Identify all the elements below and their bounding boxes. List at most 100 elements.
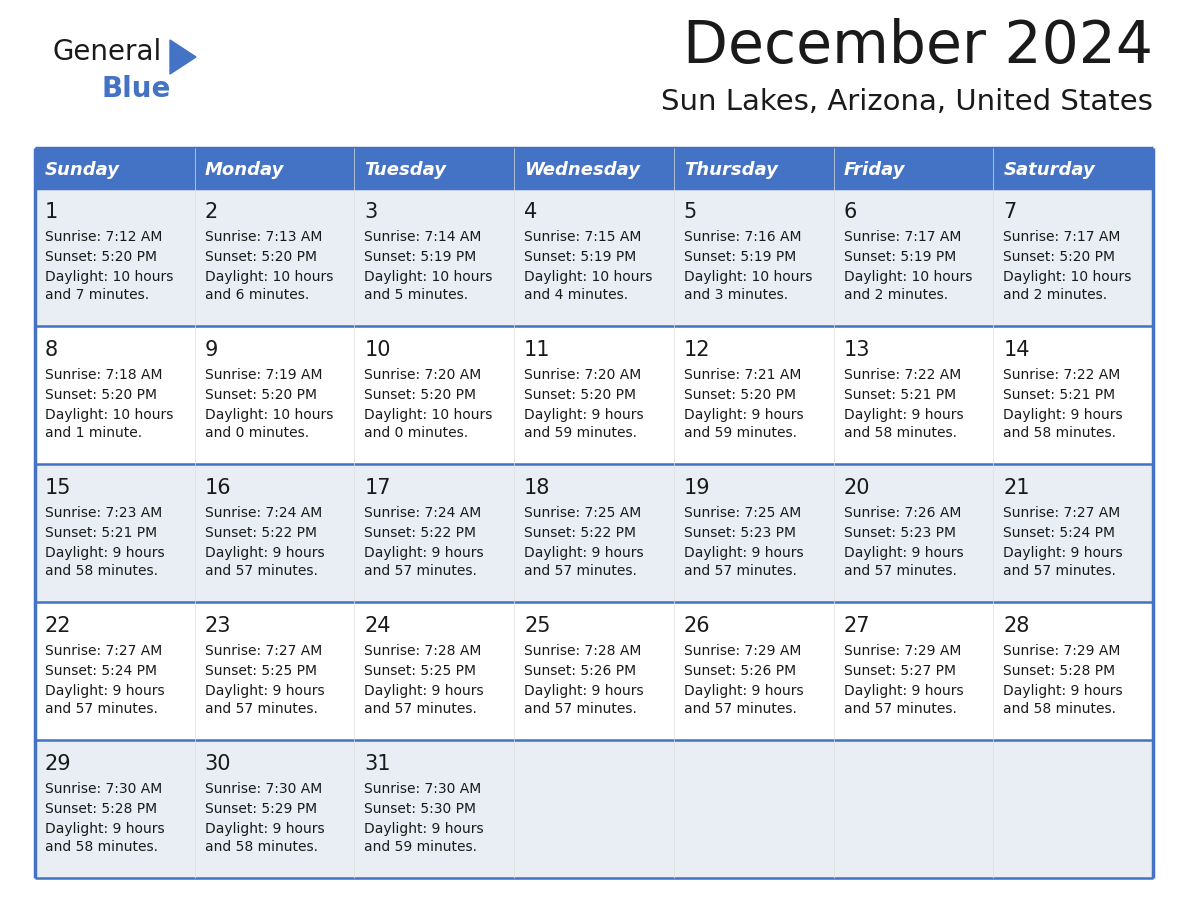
Text: Sunset: 5:24 PM: Sunset: 5:24 PM xyxy=(1004,526,1116,540)
Text: 28: 28 xyxy=(1004,616,1030,636)
Text: 24: 24 xyxy=(365,616,391,636)
Text: and 59 minutes.: and 59 minutes. xyxy=(684,426,797,440)
Text: Daylight: 9 hours: Daylight: 9 hours xyxy=(365,822,484,836)
Text: Sunset: 5:22 PM: Sunset: 5:22 PM xyxy=(524,526,636,540)
Text: and 57 minutes.: and 57 minutes. xyxy=(524,702,637,716)
Text: Daylight: 9 hours: Daylight: 9 hours xyxy=(684,684,803,698)
Text: Daylight: 9 hours: Daylight: 9 hours xyxy=(524,684,644,698)
Text: 14: 14 xyxy=(1004,340,1030,360)
Text: Sunrise: 7:18 AM: Sunrise: 7:18 AM xyxy=(45,368,163,382)
Text: Sunrise: 7:22 AM: Sunrise: 7:22 AM xyxy=(1004,368,1120,382)
Text: and 57 minutes.: and 57 minutes. xyxy=(843,702,956,716)
Text: and 58 minutes.: and 58 minutes. xyxy=(1004,702,1117,716)
Text: Daylight: 9 hours: Daylight: 9 hours xyxy=(684,408,803,422)
Text: and 59 minutes.: and 59 minutes. xyxy=(365,840,478,854)
Text: 12: 12 xyxy=(684,340,710,360)
Text: Sunset: 5:20 PM: Sunset: 5:20 PM xyxy=(684,388,796,402)
Text: and 7 minutes.: and 7 minutes. xyxy=(45,288,150,302)
Text: Daylight: 9 hours: Daylight: 9 hours xyxy=(684,546,803,560)
Text: Sunset: 5:19 PM: Sunset: 5:19 PM xyxy=(365,250,476,264)
Text: Sunrise: 7:25 AM: Sunrise: 7:25 AM xyxy=(524,506,642,520)
Text: Sunrise: 7:28 AM: Sunrise: 7:28 AM xyxy=(524,644,642,658)
Bar xyxy=(34,326,1154,464)
Text: and 58 minutes.: and 58 minutes. xyxy=(45,840,158,854)
Text: 21: 21 xyxy=(1004,478,1030,498)
Text: 13: 13 xyxy=(843,340,870,360)
Text: and 59 minutes.: and 59 minutes. xyxy=(524,426,637,440)
Bar xyxy=(34,188,1154,326)
Text: Sunrise: 7:20 AM: Sunrise: 7:20 AM xyxy=(365,368,481,382)
Text: Sunset: 5:27 PM: Sunset: 5:27 PM xyxy=(843,664,955,678)
Text: Daylight: 9 hours: Daylight: 9 hours xyxy=(1004,408,1123,422)
Text: Sunset: 5:21 PM: Sunset: 5:21 PM xyxy=(843,388,955,402)
Text: Sunrise: 7:30 AM: Sunrise: 7:30 AM xyxy=(204,782,322,796)
Text: Sunset: 5:20 PM: Sunset: 5:20 PM xyxy=(204,250,317,264)
Text: 7: 7 xyxy=(1004,202,1017,222)
Text: 19: 19 xyxy=(684,478,710,498)
Text: Sunrise: 7:20 AM: Sunrise: 7:20 AM xyxy=(524,368,642,382)
Text: Monday: Monday xyxy=(204,161,284,179)
Text: 25: 25 xyxy=(524,616,551,636)
Text: and 57 minutes.: and 57 minutes. xyxy=(684,564,797,578)
Text: Sunrise: 7:24 AM: Sunrise: 7:24 AM xyxy=(365,506,481,520)
Text: and 57 minutes.: and 57 minutes. xyxy=(524,564,637,578)
Text: General: General xyxy=(52,38,162,66)
Text: 23: 23 xyxy=(204,616,232,636)
Text: 29: 29 xyxy=(45,754,71,774)
Text: Sunrise: 7:22 AM: Sunrise: 7:22 AM xyxy=(843,368,961,382)
Text: 20: 20 xyxy=(843,478,870,498)
Text: Sunset: 5:20 PM: Sunset: 5:20 PM xyxy=(45,250,157,264)
Text: Sun Lakes, Arizona, United States: Sun Lakes, Arizona, United States xyxy=(662,88,1154,116)
Text: Daylight: 9 hours: Daylight: 9 hours xyxy=(45,684,165,698)
Text: 2: 2 xyxy=(204,202,217,222)
Text: Sunrise: 7:29 AM: Sunrise: 7:29 AM xyxy=(1004,644,1120,658)
Text: Sunrise: 7:27 AM: Sunrise: 7:27 AM xyxy=(1004,506,1120,520)
Text: and 3 minutes.: and 3 minutes. xyxy=(684,288,788,302)
Text: Daylight: 9 hours: Daylight: 9 hours xyxy=(45,822,165,836)
Text: and 57 minutes.: and 57 minutes. xyxy=(684,702,797,716)
Text: Sunset: 5:21 PM: Sunset: 5:21 PM xyxy=(45,526,157,540)
Text: 3: 3 xyxy=(365,202,378,222)
Text: Sunday: Sunday xyxy=(45,161,120,179)
Text: Blue: Blue xyxy=(102,75,171,103)
Text: 5: 5 xyxy=(684,202,697,222)
Text: Sunset: 5:24 PM: Sunset: 5:24 PM xyxy=(45,664,157,678)
Text: Sunrise: 7:30 AM: Sunrise: 7:30 AM xyxy=(45,782,163,796)
Text: Daylight: 10 hours: Daylight: 10 hours xyxy=(365,408,493,422)
Text: and 5 minutes.: and 5 minutes. xyxy=(365,288,468,302)
Text: Daylight: 9 hours: Daylight: 9 hours xyxy=(204,546,324,560)
Text: Sunrise: 7:26 AM: Sunrise: 7:26 AM xyxy=(843,506,961,520)
Text: Sunset: 5:20 PM: Sunset: 5:20 PM xyxy=(204,388,317,402)
Text: 16: 16 xyxy=(204,478,232,498)
Text: Sunset: 5:20 PM: Sunset: 5:20 PM xyxy=(524,388,636,402)
Text: Sunrise: 7:17 AM: Sunrise: 7:17 AM xyxy=(843,230,961,244)
Text: Sunrise: 7:27 AM: Sunrise: 7:27 AM xyxy=(45,644,163,658)
Text: Sunrise: 7:25 AM: Sunrise: 7:25 AM xyxy=(684,506,801,520)
Text: and 6 minutes.: and 6 minutes. xyxy=(204,288,309,302)
Text: 26: 26 xyxy=(684,616,710,636)
Text: Daylight: 9 hours: Daylight: 9 hours xyxy=(1004,684,1123,698)
Text: Sunset: 5:26 PM: Sunset: 5:26 PM xyxy=(684,664,796,678)
Text: and 57 minutes.: and 57 minutes. xyxy=(45,702,158,716)
Polygon shape xyxy=(170,40,196,74)
Text: Sunset: 5:20 PM: Sunset: 5:20 PM xyxy=(365,388,476,402)
Text: Tuesday: Tuesday xyxy=(365,161,447,179)
Text: and 0 minutes.: and 0 minutes. xyxy=(204,426,309,440)
Text: Sunrise: 7:14 AM: Sunrise: 7:14 AM xyxy=(365,230,482,244)
Text: Sunrise: 7:23 AM: Sunrise: 7:23 AM xyxy=(45,506,163,520)
Text: Daylight: 10 hours: Daylight: 10 hours xyxy=(843,270,972,284)
Text: Sunrise: 7:21 AM: Sunrise: 7:21 AM xyxy=(684,368,801,382)
Text: 9: 9 xyxy=(204,340,219,360)
Text: Sunset: 5:30 PM: Sunset: 5:30 PM xyxy=(365,802,476,816)
Text: Sunrise: 7:28 AM: Sunrise: 7:28 AM xyxy=(365,644,482,658)
Text: 17: 17 xyxy=(365,478,391,498)
Text: Daylight: 10 hours: Daylight: 10 hours xyxy=(45,270,173,284)
Text: and 57 minutes.: and 57 minutes. xyxy=(204,564,317,578)
Text: Sunrise: 7:12 AM: Sunrise: 7:12 AM xyxy=(45,230,163,244)
Text: Sunset: 5:21 PM: Sunset: 5:21 PM xyxy=(1004,388,1116,402)
Text: Sunrise: 7:19 AM: Sunrise: 7:19 AM xyxy=(204,368,322,382)
Text: Daylight: 9 hours: Daylight: 9 hours xyxy=(524,546,644,560)
Text: 11: 11 xyxy=(524,340,551,360)
Text: Thursday: Thursday xyxy=(684,161,778,179)
Text: Sunrise: 7:29 AM: Sunrise: 7:29 AM xyxy=(684,644,801,658)
